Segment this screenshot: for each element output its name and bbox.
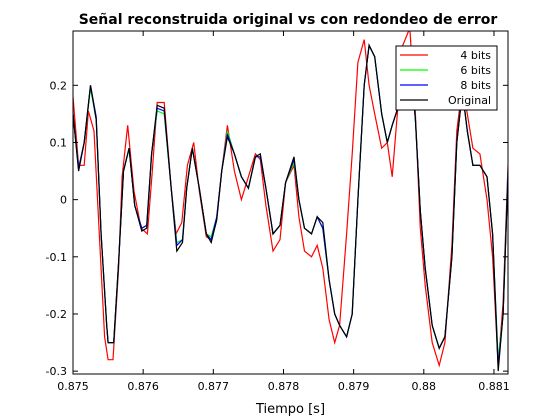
x-tick-label: 0.876 [127, 380, 159, 393]
y-tick-label: -0.1 [46, 251, 67, 264]
x-tick-label: 0.879 [338, 380, 370, 393]
y-tick-label: 0.2 [50, 79, 68, 92]
legend-label: Original [448, 94, 491, 107]
chart-title: Señal reconstruida original vs con redon… [79, 12, 498, 28]
x-tick-label: 0.881 [478, 380, 510, 393]
legend-label: 6 bits [460, 64, 491, 77]
y-tick-label: 0.1 [50, 136, 68, 149]
x-tick-label: 0.877 [198, 380, 230, 393]
legend: 4 bits 6 bits 8 bits Original [396, 46, 497, 110]
y-tick-label: -0.2 [46, 308, 67, 321]
x-axis-label: Tiempo [s] [255, 402, 325, 417]
x-tick-label: 0.878 [268, 380, 300, 393]
legend-label: 8 bits [460, 79, 491, 92]
legend-label: 4 bits [460, 49, 491, 62]
y-tick-label: 0 [60, 194, 67, 207]
y-tick-label: -0.3 [46, 365, 67, 378]
x-tick-label: 0.88 [412, 380, 437, 393]
x-tick-label: 0.875 [57, 380, 89, 393]
